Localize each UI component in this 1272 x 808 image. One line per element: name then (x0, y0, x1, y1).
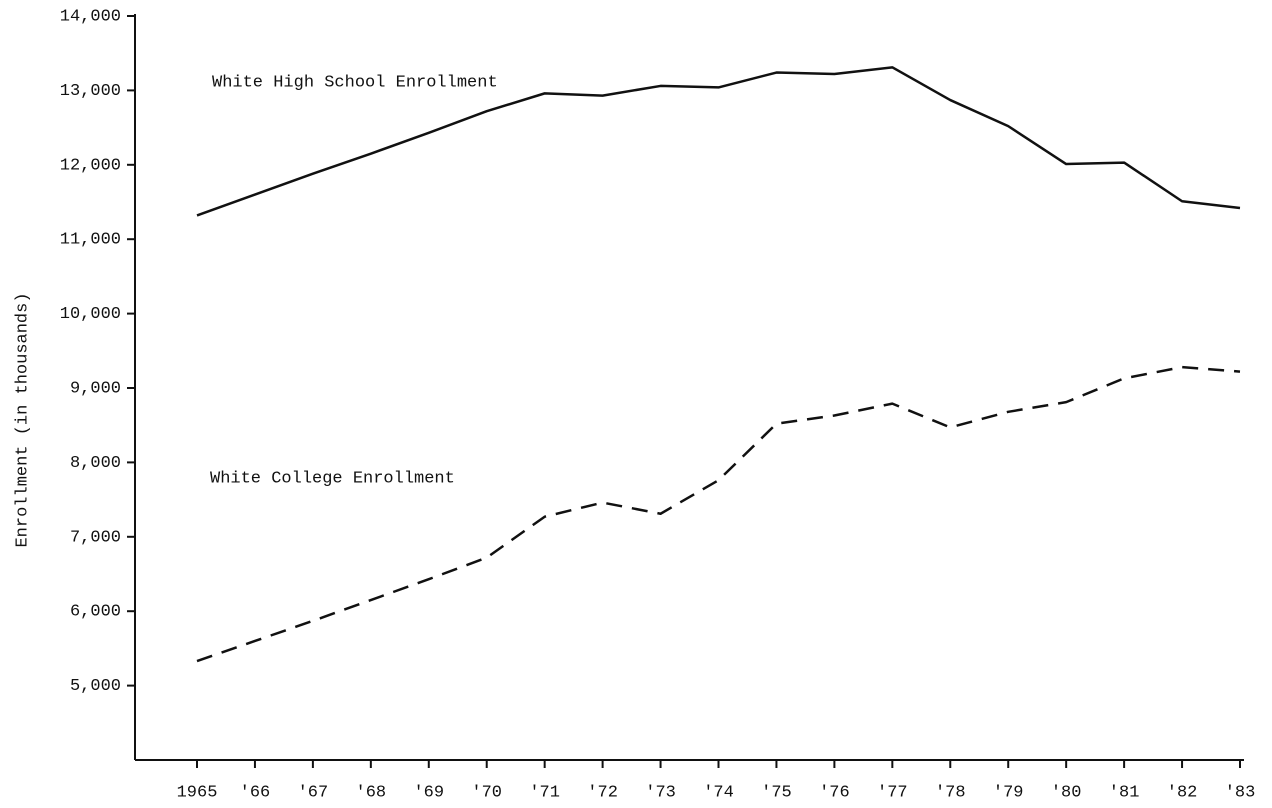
x-tick-label: '75 (761, 783, 792, 802)
x-tick-label: '82 (1167, 783, 1198, 802)
x-tick-label: '80 (1051, 783, 1082, 802)
x-tick-label: '69 (413, 783, 444, 802)
x-tick-label: '76 (819, 783, 850, 802)
x-tick-label: '79 (993, 783, 1024, 802)
y-tick-label: 13,000 (60, 82, 121, 101)
x-tick-label: '81 (1109, 783, 1140, 802)
y-tick-label: 5,000 (70, 677, 121, 696)
y-tick-label: 6,000 (70, 603, 121, 622)
x-tick-label: '78 (935, 783, 966, 802)
y-tick-label: 9,000 (70, 379, 121, 398)
y-tick-label: 7,000 (70, 528, 121, 547)
series-line (196, 66, 1241, 217)
series-line (196, 365, 1241, 663)
y-tick-label: 14,000 (60, 7, 121, 26)
x-tick-label: '73 (645, 783, 676, 802)
y-tick-label: 8,000 (70, 454, 121, 473)
x-tick-label: '83 (1225, 783, 1256, 802)
y-tick-label: 11,000 (60, 231, 121, 250)
x-tick-label: 1965 (177, 783, 218, 802)
x-tick-label: '72 (587, 783, 618, 802)
annotation: White College Enrollment (210, 469, 455, 488)
y-axis-label: Enrollment (in thousands) (13, 292, 32, 547)
x-tick-label: '66 (240, 783, 271, 802)
y-tick-label: 12,000 (60, 156, 121, 175)
x-tick-label: '68 (356, 783, 387, 802)
y-tick-label: 10,000 (60, 305, 121, 324)
x-tick-label: '77 (877, 783, 908, 802)
x-tick-label: '74 (703, 783, 734, 802)
annotation: White High School Enrollment (212, 73, 498, 92)
x-tick-label: '70 (471, 783, 502, 802)
x-tick-label: '71 (529, 783, 560, 802)
x-tick-label: '67 (298, 783, 329, 802)
